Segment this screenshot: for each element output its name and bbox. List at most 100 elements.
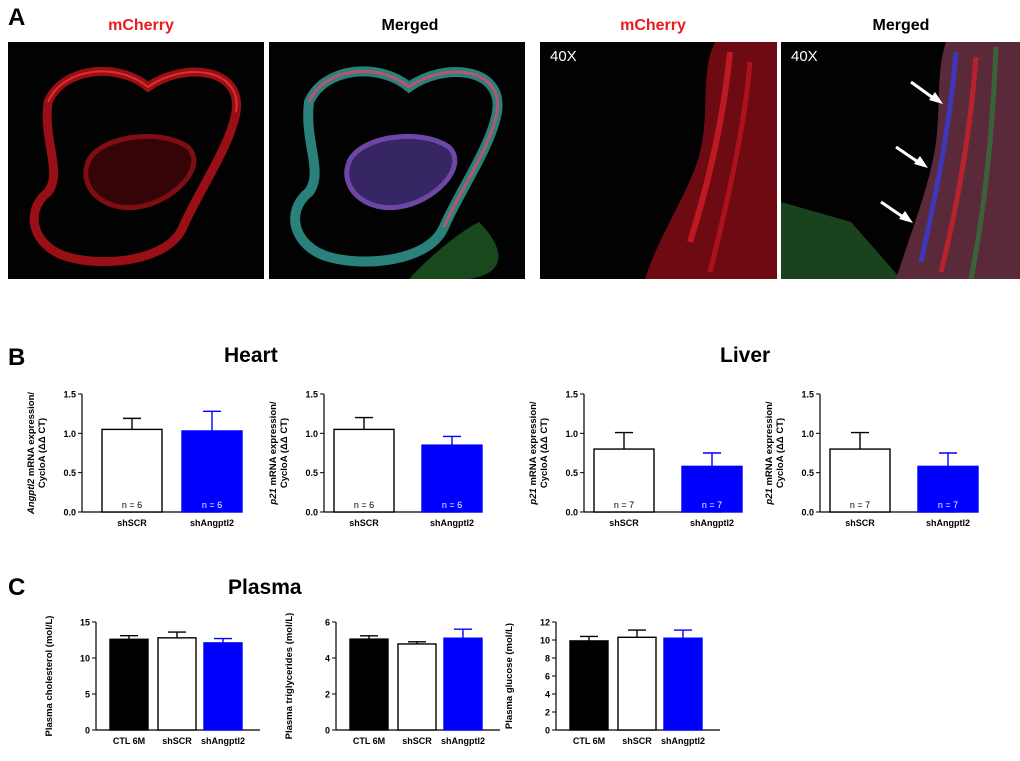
y-tick-label: 10	[540, 636, 550, 646]
y-tick-label: 0.0	[801, 508, 814, 518]
y-tick-label: 0.5	[305, 468, 318, 478]
y-axis-label: p21 mRNA expression/	[764, 401, 775, 505]
bar	[617, 636, 657, 731]
category-label: shAngptl2	[201, 736, 245, 746]
bar	[681, 465, 743, 513]
micrograph-mcherry-overview	[8, 42, 264, 279]
y-tick-label: 4	[545, 690, 550, 700]
y-tick-label: 1.0	[305, 429, 318, 439]
category-label: shSCR	[609, 518, 639, 528]
category-label: shSCR	[162, 736, 192, 746]
n-label: n = 7	[938, 500, 958, 510]
bar	[569, 640, 609, 731]
micrograph-merged-40x: 40X	[781, 42, 1020, 279]
y-axis-label-line2: CycloA (ΔΔ CT)	[539, 418, 550, 488]
y-axis-label: Angptl2 mRNA expression/	[26, 392, 37, 515]
image-title-mcherry: mCherry	[108, 17, 174, 34]
section-title-plasma: Plasma	[228, 576, 302, 599]
y-tick-label: 1.5	[63, 390, 76, 400]
category-label: shSCR	[402, 736, 432, 746]
category-label: CTL 6M	[573, 736, 605, 746]
y-tick-label: 1.0	[801, 429, 814, 439]
y-tick-label: 5	[85, 690, 90, 700]
y-axis-label: p21 mRNA expression/	[528, 401, 539, 505]
micrograph-merged-overview	[269, 42, 525, 279]
y-axis-label: Plasma triglycerides (mol/L)	[284, 613, 295, 740]
n-label: n = 6	[202, 500, 222, 510]
chart-liver-p21-b: 0.0 0.5 1.0 1.5 p21 mRNA expression/CycloA (…	[764, 390, 979, 528]
panel-label-c: C	[8, 574, 26, 601]
n-label: n = 7	[702, 500, 722, 510]
category-label: shSCR	[845, 518, 875, 528]
y-tick-label: 0	[545, 726, 550, 736]
chart-plasma-triglycerides: 0 2 4 6 Plasma triglycerides (mol/L) CTL 6M sh…	[284, 613, 500, 746]
y-tick-label: 15	[80, 618, 90, 628]
chart-plasma-glucose: 0 2 4 6 8 10 12 Plasma glucose (mol/L) CTL 6M shS…	[504, 618, 720, 746]
category-label: shAngptl2	[190, 518, 234, 528]
bar	[397, 643, 437, 731]
y-tick-label: 2	[545, 708, 550, 718]
arrow-head-icon	[929, 92, 943, 104]
y-tick-label: 0.5	[565, 468, 578, 478]
bar	[829, 448, 891, 513]
image-title-mcherry-40x: mCherry	[620, 17, 686, 34]
y-tick-label: 0	[325, 726, 330, 736]
y-tick-label: 2	[325, 690, 330, 700]
category-label: CTL 6M	[353, 736, 385, 746]
y-tick-label: 0.5	[63, 468, 76, 478]
bar	[181, 430, 243, 513]
bar	[101, 428, 163, 513]
category-label: CTL 6M	[113, 736, 145, 746]
bar	[157, 637, 197, 731]
bar	[593, 448, 655, 513]
y-tick-label: 6	[325, 618, 330, 628]
magnification-label: 40X	[550, 48, 577, 65]
magnification-label: 40X	[791, 48, 818, 65]
category-label: shSCR	[622, 736, 652, 746]
n-label: n = 7	[850, 500, 870, 510]
bar	[109, 638, 149, 731]
panel-label-a: A	[8, 4, 26, 31]
arrow-head-icon	[914, 156, 928, 168]
y-axis-label-line2: CycloA (ΔΔ CT)	[775, 418, 786, 488]
section-title-liver: Liver	[720, 344, 771, 367]
y-tick-label: 1.5	[801, 390, 814, 400]
y-tick-label: 12	[540, 618, 550, 628]
arrow-head-icon	[899, 211, 913, 223]
y-tick-label: 0.0	[565, 508, 578, 518]
y-tick-label: 6	[545, 672, 550, 682]
y-tick-label: 4	[325, 654, 330, 664]
category-label: shAngptl2	[430, 518, 474, 528]
y-axis-label: p21 mRNA expression/	[268, 401, 279, 505]
category-label: shAngptl2	[661, 736, 705, 746]
y-tick-label: 0.0	[305, 508, 318, 518]
y-tick-label: 8	[545, 654, 550, 664]
n-label: n = 6	[354, 500, 374, 510]
bar	[349, 638, 389, 731]
y-axis-label-line2: CycloA (ΔΔ CT)	[37, 418, 48, 488]
category-label: shSCR	[349, 518, 379, 528]
section-title-heart: Heart	[224, 344, 278, 367]
bar	[663, 637, 703, 731]
bar	[917, 465, 979, 513]
micrograph-mcherry-40x: 40X	[540, 42, 777, 279]
panel-label-b: B	[8, 344, 26, 371]
bar	[443, 637, 483, 731]
y-axis-label: Plasma glucose (mol/L)	[504, 623, 515, 729]
y-tick-label: 1.0	[565, 429, 578, 439]
y-tick-label: 0.0	[63, 508, 76, 518]
image-title-merged: Merged	[381, 17, 439, 34]
n-label: n = 6	[442, 500, 462, 510]
bar	[203, 642, 243, 731]
chart-heart-p21: 0.0 0.5 1.0 1.5 p21 mRNA expression/CycloA (…	[268, 390, 483, 528]
bar	[421, 444, 483, 513]
y-axis-label: Plasma cholesterol (mol/L)	[44, 616, 55, 737]
chart-liver-p21-a: 0.0 0.5 1.0 1.5 p21 mRNA expression/CycloA (…	[528, 390, 743, 528]
y-tick-label: 0	[85, 726, 90, 736]
y-tick-label: 1.5	[565, 390, 578, 400]
y-tick-label: 10	[80, 654, 90, 664]
category-label: shAngptl2	[441, 736, 485, 746]
y-tick-label: 1.5	[305, 390, 318, 400]
category-label: shSCR	[117, 518, 147, 528]
category-label: shAngptl2	[690, 518, 734, 528]
